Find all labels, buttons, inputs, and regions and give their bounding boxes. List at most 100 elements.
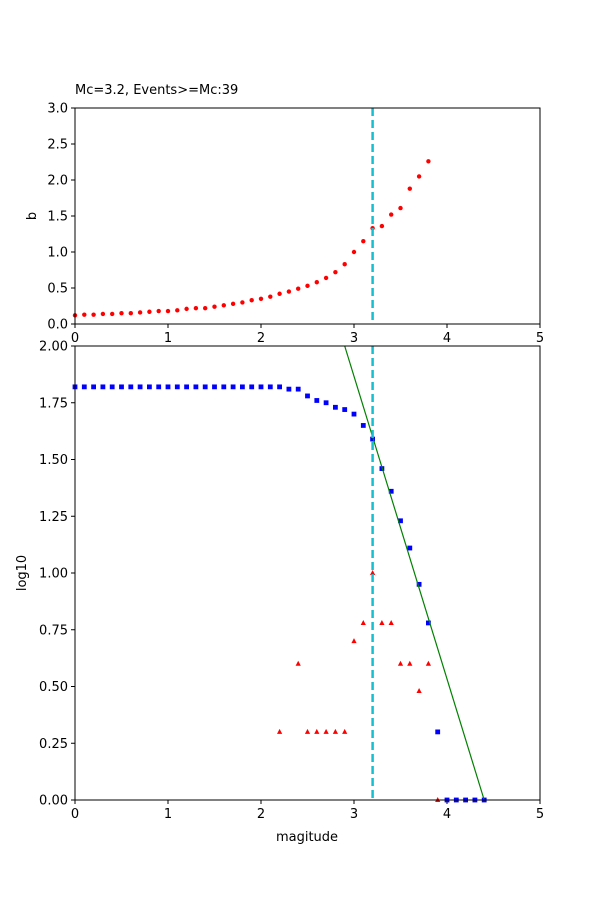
cumulative-count-point xyxy=(202,384,208,390)
bottom-y-tick-label: 0.00 xyxy=(39,794,68,809)
cumulative-count-point xyxy=(435,729,441,735)
cumulative-count-point xyxy=(314,398,320,403)
b-value-point xyxy=(268,294,273,299)
cumulative-count-point xyxy=(212,384,217,390)
cumulative-count-point xyxy=(119,384,124,390)
cumulative-count-point xyxy=(165,384,171,390)
b-value-point xyxy=(175,308,180,313)
b-value-point xyxy=(426,159,431,164)
cumulative-count-point xyxy=(109,384,115,390)
cumulative-count-point xyxy=(147,384,152,390)
b-value-point xyxy=(314,280,319,285)
b-value-point xyxy=(156,308,161,314)
noncumulative-count-point xyxy=(388,619,394,625)
bottom-y-tick-label: 2.00 xyxy=(39,340,68,355)
frequency-magnitude-plot: 0 1 2 3 4 5 0.00 0.25 0.50 0.75 1.00 1.25 1.50 1.75 2.… xyxy=(15,340,544,846)
noncumulative-count-point xyxy=(277,728,283,734)
top-plot-marks xyxy=(72,108,431,324)
cumulative-count-point xyxy=(230,384,236,390)
noncumulative-count-point xyxy=(304,728,311,734)
top-y-tick-label: 0.5 xyxy=(47,282,68,297)
top-plot-frame xyxy=(74,107,541,325)
cumulative-count-point xyxy=(221,384,227,390)
cumulative-count-point xyxy=(305,393,310,399)
cumulative-count-point xyxy=(286,386,292,392)
bottom-axis-ticks: 0 1 2 3 4 5 0.00 0.25 0.50 0.75 1.00 1.25 1.50 1.75 2.… xyxy=(39,340,544,823)
noncumulative-count-point xyxy=(342,728,348,734)
bottom-y-tick-label: 0.50 xyxy=(39,680,68,695)
bottom-y-tick-label: 1.50 xyxy=(39,453,68,468)
b-value-point xyxy=(212,304,217,309)
b-value-point xyxy=(193,305,199,311)
noncumulative-count-point xyxy=(332,728,338,734)
top-plot-title: Mc=3.2, Events>=Mc:39 xyxy=(75,83,238,98)
cumulative-count-point xyxy=(351,411,357,417)
b-value-point xyxy=(137,310,143,315)
bottom-plot-frame xyxy=(74,345,541,801)
b-value-point xyxy=(305,283,310,289)
b-value-point xyxy=(165,308,171,314)
bottom-y-tick-label: 0.75 xyxy=(39,623,68,638)
top-y-tick-label: 3.0 xyxy=(47,102,68,117)
cumulative-count-point xyxy=(137,384,143,390)
b-value-point xyxy=(82,312,87,317)
b-value-point xyxy=(389,212,394,217)
top-y-axis-label: b xyxy=(25,212,40,220)
bottom-y-axis-label: log10 xyxy=(15,555,30,591)
b-value-point xyxy=(184,306,189,312)
noncumulative-count-point xyxy=(425,660,431,666)
b-value-point xyxy=(91,312,96,317)
noncumulative-count-point xyxy=(397,660,404,666)
b-value-point xyxy=(221,303,226,308)
top-y-tick-label: 2.0 xyxy=(47,174,68,189)
b-value-point xyxy=(128,311,133,316)
cumulative-count-point xyxy=(398,518,403,524)
top-x-tick-label: 1 xyxy=(164,331,172,346)
bottom-x-tick-label: 0 xyxy=(71,807,79,822)
b-value-point xyxy=(407,186,412,191)
b-value-point xyxy=(296,286,301,291)
bottom-y-tick-label: 1.00 xyxy=(39,567,68,582)
cumulative-count-point xyxy=(295,386,301,392)
b-value-point xyxy=(323,275,329,281)
b-value-plot: Mc=3.2, Events>=Mc:39 0 1 2 3 4 5 0.0 0.5 1.0 1.5… xyxy=(25,83,544,346)
top-y-tick-label: 0.0 xyxy=(47,318,68,333)
cumulative-count-point xyxy=(193,384,199,390)
b-value-point xyxy=(147,309,152,314)
cumulative-count-point xyxy=(416,581,422,587)
bottom-y-tick-label: 1.25 xyxy=(39,510,68,525)
noncumulative-count-point xyxy=(323,728,329,734)
bottom-y-tick-label: 0.25 xyxy=(39,737,68,752)
cumulative-count-point xyxy=(426,620,431,626)
top-y-tick-label: 1.0 xyxy=(47,246,68,261)
cumulative-count-point xyxy=(174,384,180,390)
top-x-tick-label: 5 xyxy=(536,331,544,346)
b-value-point xyxy=(398,205,403,211)
cumulative-count-point xyxy=(407,545,413,551)
top-x-tick-label: 2 xyxy=(257,331,265,346)
b-value-point xyxy=(286,289,292,294)
cumulative-count-point xyxy=(333,404,338,410)
bottom-x-tick-label: 5 xyxy=(536,807,544,822)
noncumulative-count-point xyxy=(351,638,357,644)
cumulative-count-point xyxy=(240,384,245,390)
top-x-tick-label: 4 xyxy=(443,331,451,346)
b-value-point xyxy=(110,311,115,317)
cumulative-count-point xyxy=(370,436,375,442)
b-value-point xyxy=(342,262,347,267)
bottom-x-tick-label: 1 xyxy=(164,807,172,822)
cumulative-count-point xyxy=(184,384,189,390)
cumulative-count-point xyxy=(267,384,273,390)
bottom-y-tick-label: 1.75 xyxy=(39,396,68,411)
b-value-point xyxy=(277,291,282,296)
cumulative-count-point xyxy=(156,384,162,390)
b-value-point xyxy=(379,223,385,229)
bottom-x-tick-label: 3 xyxy=(350,807,358,822)
cumulative-count-point xyxy=(277,384,282,390)
noncumulative-count-point xyxy=(416,688,422,694)
b-value-point xyxy=(100,311,106,317)
cumulative-count-point xyxy=(258,384,264,390)
cumulative-count-point xyxy=(81,384,87,390)
